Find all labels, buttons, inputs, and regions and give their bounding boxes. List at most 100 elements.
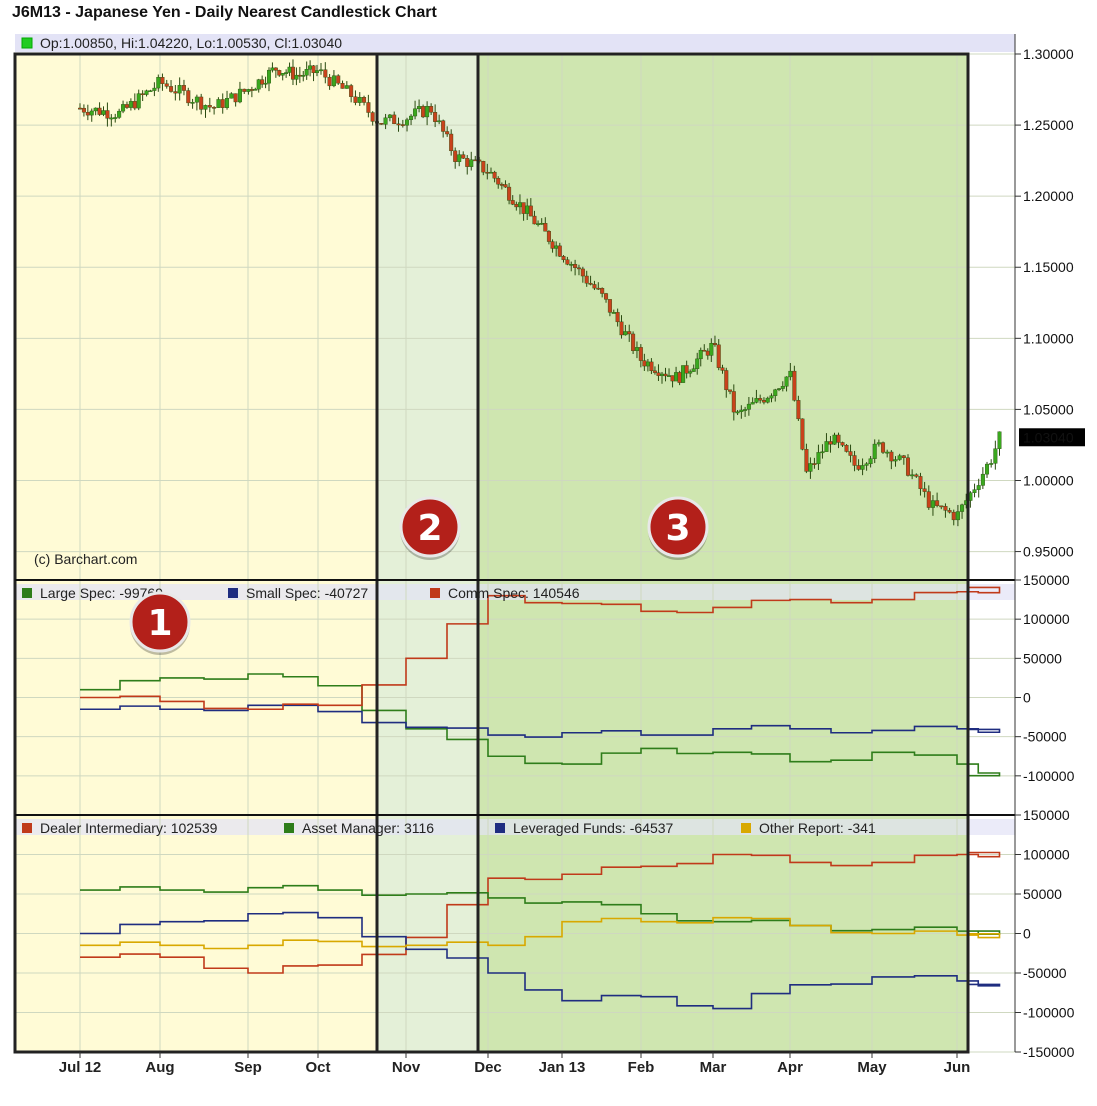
cot-tick-label: -150000 (1023, 1044, 1075, 1060)
legend-swatch-small-spec (228, 588, 238, 598)
candlestick-body (885, 451, 890, 454)
candlestick-body (576, 267, 581, 270)
candlestick-body (136, 93, 141, 109)
candlestick-body (765, 397, 770, 403)
candlestick-body (469, 159, 474, 167)
candlestick-body (525, 205, 530, 214)
candlestick-body (828, 441, 833, 445)
legend-label-dealer-intermediary: Dealer Intermediary: 102539 (40, 820, 218, 836)
candlestick-body (800, 418, 805, 450)
legend-swatch-asset-manager (284, 823, 294, 833)
x-tick-label: Nov (392, 1059, 421, 1076)
candlestick-body (565, 259, 570, 265)
cot-tick-label: 50000 (1023, 886, 1062, 902)
candlestick-body (77, 107, 82, 110)
candlestick-body (893, 459, 898, 462)
candlestick-body (615, 312, 620, 323)
candlestick-body (746, 403, 751, 410)
x-tick-label: Aug (145, 1059, 174, 1076)
candlestick-body (688, 371, 693, 374)
cot-tick-label: -50000 (1023, 729, 1067, 745)
chart-title: J6M13 - Japanese Yen - Daily Nearest Can… (12, 4, 437, 21)
candlestick-body (631, 333, 636, 351)
candlestick-body (413, 108, 418, 117)
candlestick-body (152, 87, 157, 91)
candlestick-body (437, 120, 442, 123)
candlestick-body (573, 264, 578, 268)
candlestick-body (739, 409, 744, 412)
x-tick-label: Jul 12 (59, 1059, 102, 1076)
candlestick-body (627, 331, 632, 335)
region-badge-2 (399, 496, 461, 558)
candlestick-body (820, 451, 825, 454)
candlestick-body (499, 184, 504, 186)
candlestick-body (409, 115, 414, 120)
legend-label-comm-spec: Comm Spec: 140546 (448, 585, 580, 601)
candlestick-body (914, 474, 919, 477)
candlestick-body (492, 171, 497, 179)
candlestick-body (132, 101, 137, 109)
cot-tick-label: -100000 (1023, 768, 1075, 784)
candlestick-body (212, 106, 217, 109)
candlestick-body (457, 154, 462, 162)
traders-legend-band (15, 819, 1015, 835)
candlestick-body (788, 370, 793, 378)
candlestick-body (263, 82, 268, 85)
candlestick-body (684, 365, 689, 374)
price-tick-label: 1.25000 (1023, 117, 1074, 133)
candlestick-body (181, 85, 186, 91)
candlestick-body (638, 347, 643, 361)
candlestick-body (698, 349, 703, 360)
candlestick-body (604, 293, 609, 300)
x-tick-label: Jan 13 (539, 1059, 586, 1076)
candlestick-body (532, 215, 537, 225)
candlestick-body (832, 434, 837, 445)
candlestick-body (225, 98, 230, 108)
candlestick-body (905, 457, 910, 476)
candlestick-body (387, 114, 392, 119)
candlestick-body (836, 434, 841, 443)
candlestick-body (550, 241, 555, 249)
x-tick-label: Jun (944, 1059, 971, 1076)
candlestick-body (910, 474, 915, 477)
candlestick-body (634, 347, 639, 351)
candlestick-body (918, 476, 923, 489)
candlestick-body (580, 268, 585, 277)
cot-tick-label: 150000 (1023, 807, 1070, 823)
candlestick-body (864, 463, 869, 466)
candlestick-body (117, 110, 122, 118)
candlestick-body (392, 114, 397, 125)
watermark: (c) Barchart.com (34, 551, 137, 567)
candlestick-body (396, 123, 401, 126)
candlestick-body (731, 391, 736, 413)
candlestick-body (101, 110, 106, 115)
candlestick-body (517, 202, 522, 208)
candlestick-body (246, 89, 251, 92)
legend-swatch-leveraged-funds (495, 823, 505, 833)
region-3-background (478, 54, 968, 1052)
candlestick-body (485, 171, 490, 174)
candlestick-body (649, 361, 654, 372)
candlestick-body (488, 171, 493, 174)
candlestick-body (750, 402, 755, 405)
candlestick-body (901, 455, 906, 458)
candlestick-body (951, 511, 956, 521)
candlestick-body (287, 66, 292, 73)
candlestick-body (848, 451, 853, 456)
candlestick-body (177, 85, 182, 94)
candlestick-body (960, 504, 965, 512)
price-tick-label: 1.15000 (1023, 259, 1074, 275)
candlestick-body (543, 223, 548, 232)
candlestick-body (943, 506, 948, 511)
candlestick-body (97, 107, 102, 115)
candlestick-body (695, 358, 700, 369)
candlestick-body (985, 463, 990, 475)
x-tick-label: Feb (628, 1059, 655, 1076)
candlestick-body (186, 90, 191, 104)
candlestick-body (503, 184, 508, 188)
candlestick-body (318, 69, 323, 72)
ohlc-legend-swatch (21, 37, 33, 49)
candlestick-body (773, 389, 778, 396)
candlestick-body (569, 264, 574, 266)
